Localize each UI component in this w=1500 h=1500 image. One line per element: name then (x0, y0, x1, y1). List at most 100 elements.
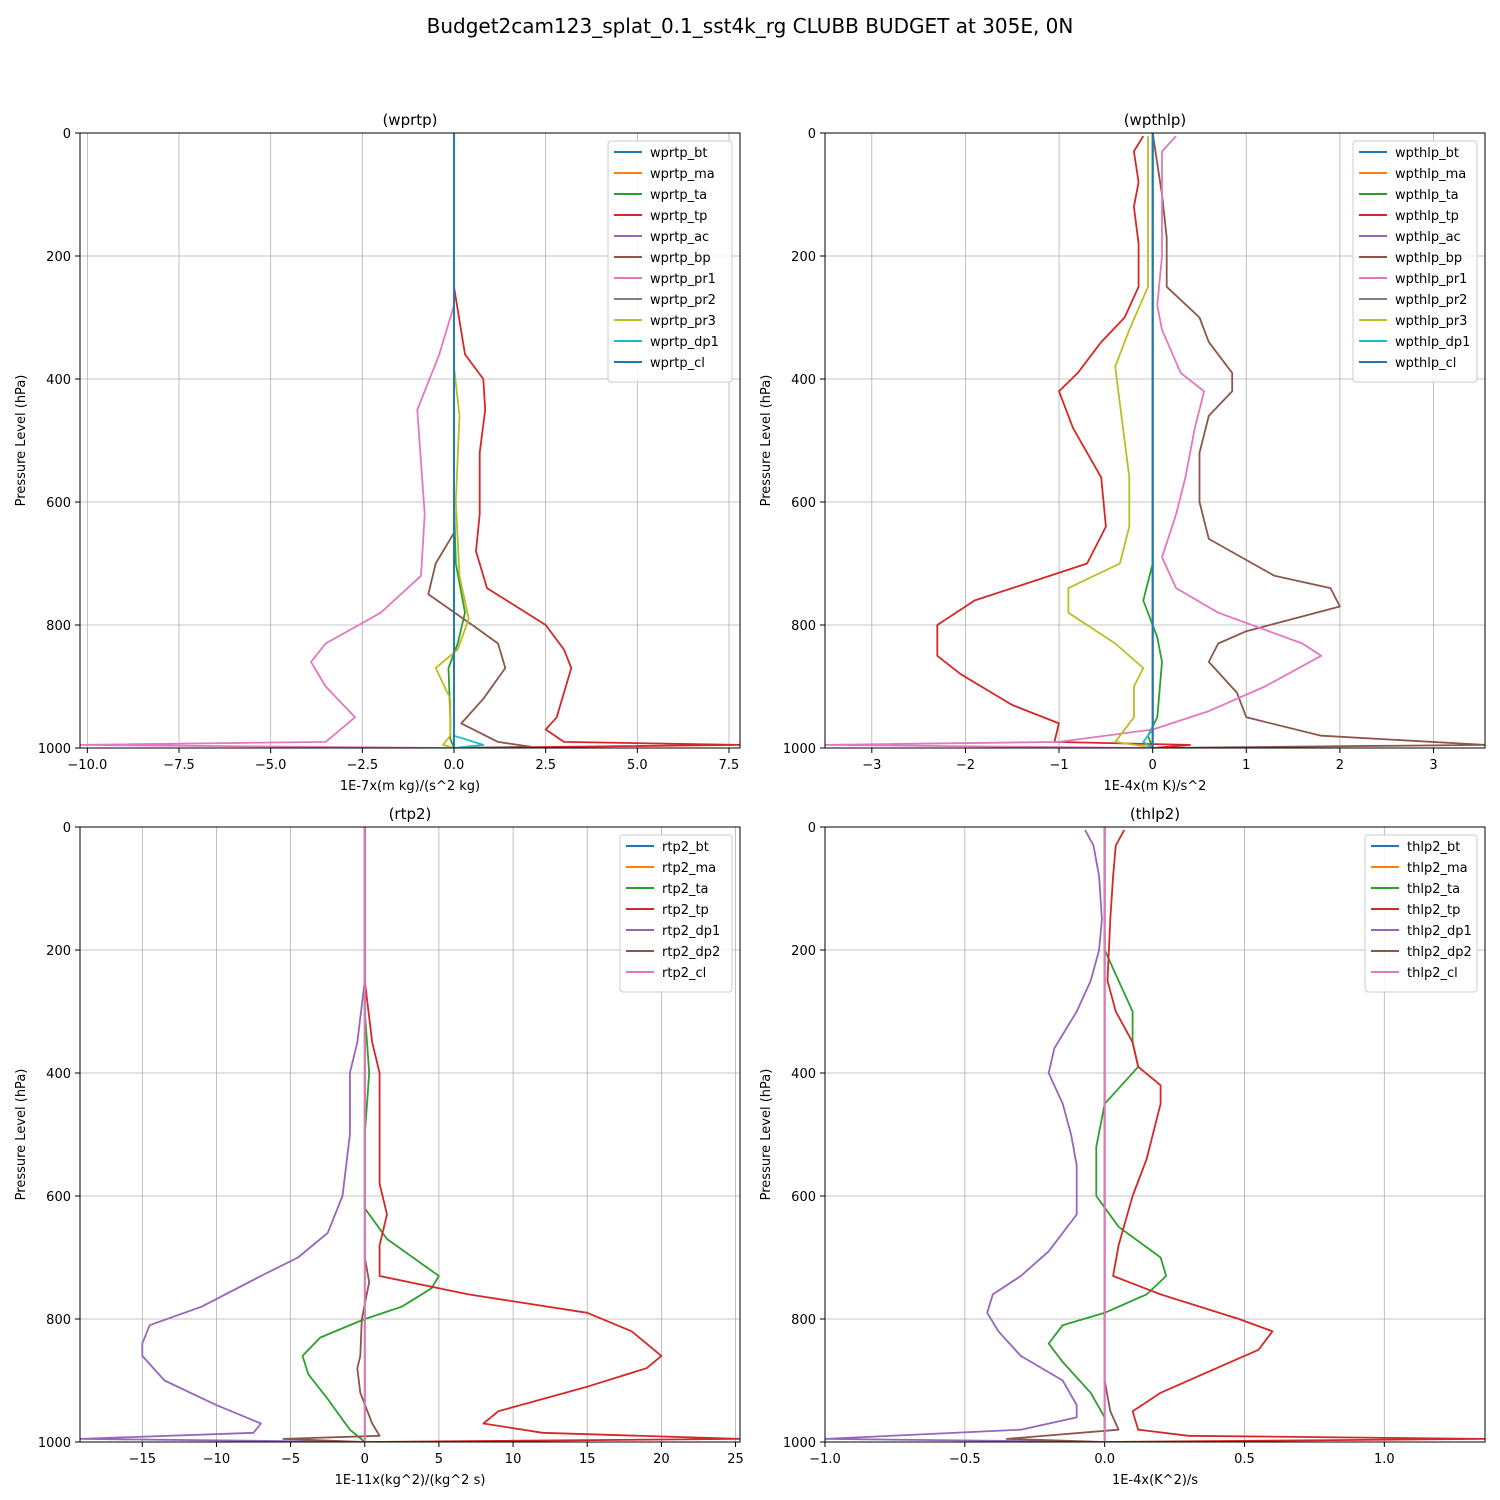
y-tick-label: 1000 (38, 742, 71, 757)
axes-frame (824, 132, 1486, 749)
x-tick-label: 0.0 (1094, 1452, 1115, 1467)
legend-label-rtp2_tp: rtp2_tp (662, 903, 709, 918)
x-tick-label: 2 (1336, 758, 1344, 773)
legend-label-wprtp_ma: wprtp_ma (650, 167, 715, 182)
axes-frame (79, 132, 741, 749)
y-tick-label: 600 (791, 1190, 816, 1205)
legend-label-wprtp_pr2: wprtp_pr2 (650, 293, 716, 308)
x-tick-label: 7.5 (719, 758, 740, 773)
y-axis-label: Pressure Level (hPa) (759, 1069, 774, 1201)
legend-label-wprtp_pr1: wprtp_pr1 (650, 272, 716, 287)
y-axis-label: Pressure Level (hPa) (14, 375, 29, 507)
subplot-title: (rtp2) (389, 805, 432, 823)
series-line-thlp2_dp1 (825, 829, 1105, 1442)
series-line-rtp2_dp2 (282, 827, 381, 1442)
legend-label-thlp2_cl: thlp2_cl (1407, 966, 1458, 981)
legend-label-wpthlp_dp1: wpthlp_dp1 (1395, 335, 1470, 350)
x-tick-label: 0.0 (444, 758, 465, 773)
subplot-wpthlp: −3 −2 −1 0 1 2 3 0 200 400 600 800 1000 (wpthlp) 1E-4x… (759, 111, 1486, 794)
x-tick-label: 25 (727, 1452, 744, 1467)
legend-label-thlp2_tp: thlp2_tp (1407, 903, 1460, 918)
legend-label-wpthlp_pr3: wpthlp_pr3 (1395, 314, 1467, 329)
axes-frame (79, 826, 741, 1443)
series-line-rtp2_tp (363, 827, 740, 1442)
x-axis-label: 1E-4x(m K)/s^2 (1104, 779, 1207, 794)
subplot-title: (thlp2) (1130, 805, 1180, 823)
x-tick-label: −2 (956, 758, 975, 773)
y-tick-label: 1000 (783, 1436, 816, 1451)
series-line-wprtp_bp (427, 133, 532, 748)
figure-title: Budget2cam123_splat_0.1_sst4k_rg CLUBB B… (426, 14, 1074, 38)
legend-label-thlp2_dp1: thlp2_dp1 (1407, 924, 1472, 939)
legend-label-wprtp_dp1: wprtp_dp1 (650, 335, 719, 350)
y-tick-label: 800 (791, 619, 816, 634)
y-tick-label: 0 (63, 821, 71, 836)
y-tick-label: 200 (46, 944, 71, 959)
y-tick-label: 0 (808, 821, 816, 836)
series-group (825, 827, 1485, 1442)
x-tick-label: 2.5 (535, 758, 556, 773)
legend-box (1352, 140, 1478, 383)
series-line-wprtp_pr1 (80, 133, 455, 748)
legend-label-rtp2_bt: rtp2_bt (662, 840, 709, 855)
y-tick-label: 200 (791, 250, 816, 265)
subplot-title: (wprtp) (382, 111, 437, 129)
subplot-wprtp: −10.0 −7.5 −5.0 −2.5 0.0 2.5 5.0 7.5 0 200 400 600 8… (14, 111, 741, 794)
x-tick-label: 5 (435, 1452, 443, 1467)
series-line-thlp2_ta (1047, 827, 1168, 1442)
x-tick-label: −7.5 (163, 758, 195, 773)
legend-box (1364, 834, 1478, 993)
legend-box (619, 834, 733, 993)
legend-label-wprtp_cl: wprtp_cl (650, 356, 705, 371)
series-line-wpthlp_pr1 (825, 135, 1323, 748)
x-tick-label: −15 (129, 1452, 156, 1467)
x-tick-label: 20 (653, 1452, 670, 1467)
subplot-thlp2: −1.0 −0.5 0.0 0.5 1.0 0 200 400 600 800 1000 (thlp2… (759, 805, 1486, 1488)
series-group (825, 133, 1485, 748)
legend-label-rtp2_ta: rtp2_ta (662, 882, 709, 897)
x-axis-label: 1E-7x(m kg)/(s^2 kg) (340, 779, 480, 794)
y-tick-label: 800 (46, 1313, 71, 1328)
axes-frame (824, 826, 1486, 1443)
series-line-wpthlp_pr3 (1067, 136, 1153, 748)
legend-label-rtp2_cl: rtp2_cl (662, 966, 706, 981)
series-group (80, 827, 740, 1442)
y-tick-label: 400 (46, 373, 71, 388)
legend-label-wprtp_bt: wprtp_bt (650, 146, 707, 161)
x-tick-label: −3 (862, 758, 881, 773)
legend-label-wpthlp_tp: wpthlp_tp (1395, 209, 1459, 224)
y-tick-label: 0 (63, 127, 71, 142)
y-tick-label: 1000 (783, 742, 816, 757)
x-tick-label: 3 (1429, 758, 1437, 773)
y-tick-label: 200 (46, 250, 71, 265)
x-tick-label: −10.0 (67, 758, 107, 773)
legend-label-wpthlp_cl: wpthlp_cl (1395, 356, 1456, 371)
x-tick-label: −2.5 (347, 758, 379, 773)
y-tick-label: 800 (791, 1313, 816, 1328)
legend-label-wprtp_ac: wprtp_ac (650, 230, 709, 245)
x-tick-label: 15 (579, 1452, 596, 1467)
x-tick-label: −1 (1049, 758, 1068, 773)
series-line-thlp2_tp (1104, 829, 1485, 1442)
legend-label-rtp2_ma: rtp2_ma (662, 861, 716, 876)
series-line-wprtp_tp (453, 133, 740, 748)
series-line-rtp2_ta (301, 827, 440, 1442)
y-tick-label: 600 (46, 1190, 71, 1205)
x-tick-label: 0 (1149, 758, 1157, 773)
y-tick-label: 1000 (38, 1436, 71, 1451)
legend-label-wpthlp_pr2: wpthlp_pr2 (1395, 293, 1467, 308)
y-tick-label: 600 (46, 496, 71, 511)
legend-label-wpthlp_bp: wpthlp_bp (1395, 251, 1462, 266)
x-tick-label: 5.0 (627, 758, 648, 773)
legend-label-thlp2_ta: thlp2_ta (1407, 882, 1460, 897)
legend-label-wpthlp_ta: wpthlp_ta (1395, 188, 1459, 203)
legend-label-thlp2_dp2: thlp2_dp2 (1407, 945, 1472, 960)
y-tick-label: 400 (791, 373, 816, 388)
legend-label-wpthlp_ac: wpthlp_ac (1395, 230, 1461, 245)
series-group (80, 133, 740, 748)
legend-label-thlp2_ma: thlp2_ma (1407, 861, 1468, 876)
y-tick-label: 200 (791, 944, 816, 959)
legend-label-thlp2_bt: thlp2_bt (1407, 840, 1460, 855)
series-line-wpthlp_bp (1151, 133, 1485, 748)
